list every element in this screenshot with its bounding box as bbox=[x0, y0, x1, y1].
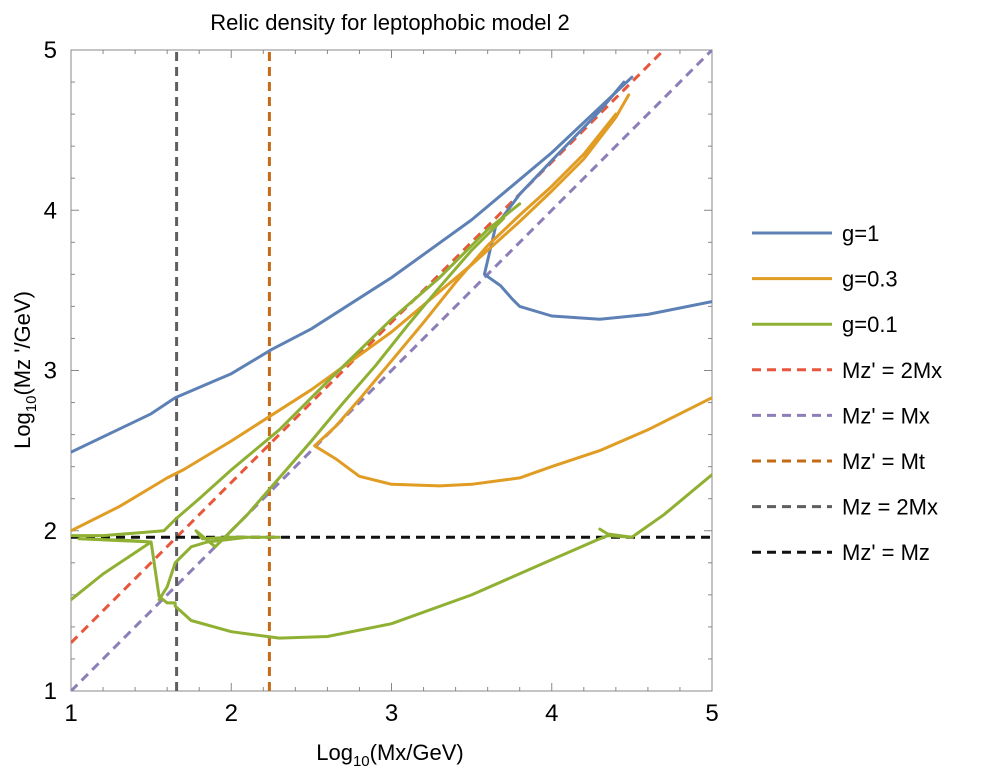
x-tick-label: 1 bbox=[64, 700, 77, 727]
legend-label-mz-2mx: Mz = 2Mx bbox=[842, 495, 938, 520]
x-tick-label: 3 bbox=[385, 700, 398, 727]
series-line-g-0-1-part1 bbox=[71, 202, 522, 538]
series-line-mz-mx bbox=[71, 50, 712, 691]
x-tick-label: 5 bbox=[705, 700, 718, 727]
series-line-g-0-3-part1 bbox=[71, 93, 631, 533]
y-axis-label: Log10(Mz '/GeV) bbox=[10, 291, 40, 449]
series-line-g-0-1-part5 bbox=[157, 535, 249, 602]
chart-title: Relic density for leptophobic model 2 bbox=[210, 10, 570, 35]
series-line-g-0-1-part4 bbox=[598, 473, 712, 539]
series-line-g-0-1-part2 bbox=[194, 216, 506, 549]
series-line-g-1-part1 bbox=[71, 75, 634, 454]
legend-label-mz-mt: Mz' = Mt bbox=[842, 449, 925, 474]
axis-tick-labels: 1 2 3 4 5 1 2 3 4 5 bbox=[44, 37, 719, 727]
legend-label-g-0-1: g=0.1 bbox=[842, 312, 898, 337]
series-layer bbox=[71, 50, 712, 691]
series-line-mz-2mx bbox=[71, 50, 665, 644]
series-line-g-0-3-part2 bbox=[313, 112, 712, 488]
legend-label-mz-2mx: Mz' = 2Mx bbox=[842, 358, 942, 383]
x-tick-label: 2 bbox=[225, 700, 238, 727]
x-tick-label: 4 bbox=[545, 700, 558, 727]
y-tick-label: 1 bbox=[44, 678, 57, 705]
series-line-g-1-part2 bbox=[482, 80, 712, 321]
series-line-g-0-1-part3 bbox=[71, 534, 634, 640]
legend-label-mz-mx: Mz' = Mx bbox=[842, 403, 930, 428]
y-tick-label: 5 bbox=[44, 37, 57, 64]
y-tick-label: 3 bbox=[44, 358, 57, 385]
legend-label-g-1: g=1 bbox=[842, 221, 879, 246]
y-tick-label: 4 bbox=[44, 197, 57, 224]
x-axis-label: Log10(Mx/GeV) bbox=[316, 740, 464, 770]
legend-label-g-0-3: g=0.3 bbox=[842, 267, 898, 292]
y-tick-label: 2 bbox=[44, 518, 57, 545]
legend-label-mz-mz: Mz' = Mz bbox=[842, 540, 930, 565]
legend: g=1 g=0.3 g=0.1 Mz' = 2Mx Mz' = Mx Mz' = Mt Mz… bbox=[752, 221, 942, 565]
